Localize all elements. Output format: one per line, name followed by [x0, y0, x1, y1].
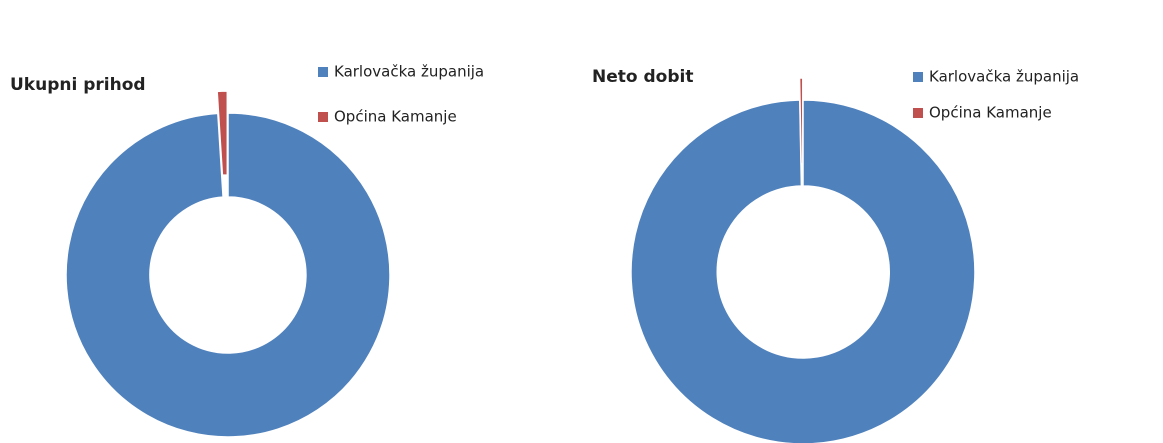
legend-label: Karlovačka županija	[334, 63, 484, 81]
legend-swatch	[318, 112, 328, 122]
legend-swatch	[318, 67, 328, 77]
donut-slice	[630, 99, 976, 443]
legend-label: Općina Kamanje	[334, 108, 457, 126]
chart-title: Ukupni prihod	[10, 75, 146, 95]
legend-label: Općina Kamanje	[929, 104, 1052, 122]
donut-slice	[798, 77, 804, 165]
legend-swatch	[913, 72, 923, 82]
legend-swatch	[913, 108, 923, 118]
legend-label: Karlovačka županija	[929, 68, 1079, 86]
donut-slice	[65, 112, 391, 438]
donut-slice	[216, 90, 229, 176]
chart-title: Neto dobit	[592, 67, 693, 87]
